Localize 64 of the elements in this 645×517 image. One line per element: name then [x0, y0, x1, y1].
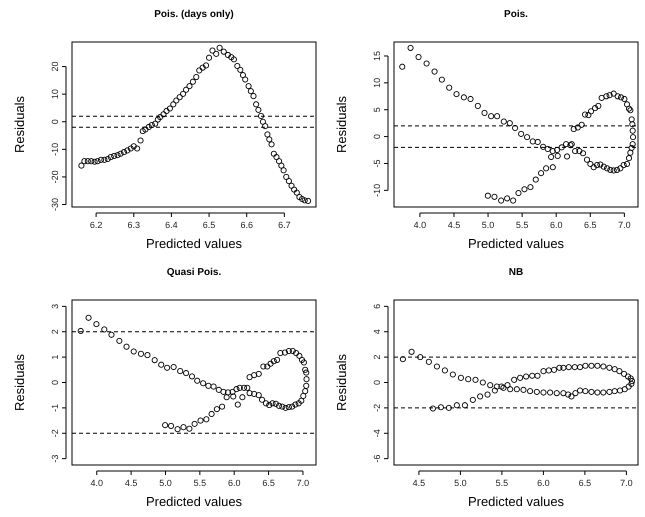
y-tick-label: -1: [50, 404, 60, 412]
y-tick-label: -2: [372, 404, 382, 412]
y-tick-label: 2: [50, 329, 60, 334]
y-axis-title: Residuals: [12, 353, 27, 412]
x-tick-label: 5.0: [454, 478, 467, 488]
x-tick-label: 4.5: [412, 478, 426, 488]
x-tick-label: 4.0: [90, 478, 103, 488]
y-tick-label: 20: [50, 62, 60, 72]
x-tick-label: 6.4: [165, 220, 178, 230]
x-tick-label: 6.5: [578, 478, 592, 488]
chart-title: NB: [508, 267, 524, 278]
y-tick-label: 10: [50, 89, 60, 100]
x-tick-label: 4.5: [124, 478, 138, 488]
y-tick-label: 10: [372, 78, 382, 88]
x-tick-label: 6.5: [202, 220, 216, 230]
x-tick-label: 6.5: [584, 220, 597, 230]
y-axis-title: Residuals: [334, 95, 349, 154]
x-tick-label: 6.0: [537, 478, 550, 488]
x-tick-label: 5.5: [496, 478, 508, 488]
chart-title: Pois. (days only): [154, 9, 234, 20]
y-tick-label: -6: [372, 454, 382, 463]
x-tick-label: 6.7: [278, 220, 291, 230]
chart-title: Pois.: [504, 9, 528, 20]
x-tick-label: 4.5: [448, 220, 460, 230]
y-tick-label: 0: [372, 134, 382, 140]
x-axis-title: Predicted values: [146, 236, 243, 251]
x-tick-label: 5.5: [194, 478, 206, 488]
y-tick-label: 3: [50, 304, 60, 309]
x-tick-label: 7.0: [296, 478, 310, 488]
y-tick-label: 0: [50, 119, 60, 124]
y-tick-label: 15: [372, 50, 382, 61]
x-axis-title: Predicted values: [468, 494, 565, 509]
x-tick-label: 4.0: [414, 220, 426, 230]
chart-title: Quasi Pois.: [166, 267, 222, 278]
y-tick-label: 0: [372, 380, 382, 386]
y-axis-title: Residuals: [12, 95, 27, 154]
y-tick-label: 6: [372, 304, 382, 309]
x-tick-label: 5.5: [516, 220, 528, 230]
x-tick-label: 6.0: [228, 478, 240, 488]
x-tick-label: 6.2: [90, 220, 102, 230]
x-tick-label: 6.0: [550, 220, 562, 230]
x-tick-label: 6.3: [127, 220, 140, 230]
y-tick-label: -20: [50, 170, 60, 184]
y-tick-label: -30: [50, 198, 60, 212]
x-tick-label: 7.0: [618, 220, 631, 230]
y-tick-label: 4: [372, 329, 382, 334]
x-tick-label: 5.0: [159, 478, 172, 488]
y-tick-label: -4: [372, 429, 382, 438]
y-tick-label: -10: [372, 184, 382, 197]
x-tick-label: 6.6: [240, 220, 253, 230]
y-tick-label: 5: [372, 107, 382, 112]
y-tick-label: -5: [372, 159, 382, 168]
y-tick-label: -3: [50, 454, 60, 463]
y-tick-label: -2: [50, 429, 60, 438]
y-tick-label: 0: [50, 380, 60, 386]
y-tick-label: -10: [50, 142, 60, 156]
x-tick-label: 5.0: [482, 220, 494, 230]
y-tick-label: 1: [50, 354, 60, 360]
x-tick-label: 6.5: [262, 478, 275, 488]
x-tick-label: 7.0: [620, 478, 633, 488]
y-tick-label: 2: [372, 354, 382, 360]
x-axis-title: Predicted values: [146, 494, 243, 509]
y-axis-title: Residuals: [334, 353, 349, 412]
x-axis-title: Predicted values: [468, 236, 565, 251]
